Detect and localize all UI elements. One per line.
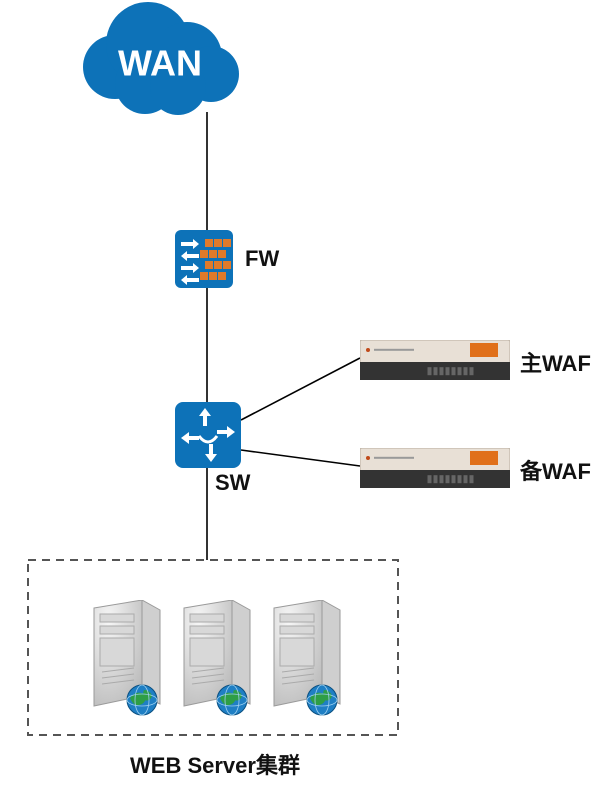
waf-backup-appliance [360,448,510,488]
firewall-label: FW [245,246,279,272]
switch-label: SW [215,470,250,496]
waf-primary-appliance [360,340,510,380]
cluster-label: WEB Server集群 [130,748,300,780]
web-server-2 [170,600,256,725]
wan-label: WAN [118,43,202,84]
network-topology-diagram: { "type": "network-topology", "canvas": … [0,0,614,788]
waf-backup-label: 备WAF [520,454,591,486]
switch-icon [175,402,241,473]
wan-cloud: WAN [83,2,239,115]
web-server-1 [80,600,166,725]
firewall-icon [175,230,233,293]
web-server-3 [260,600,346,725]
waf-primary-label: 主WAF [520,346,591,378]
